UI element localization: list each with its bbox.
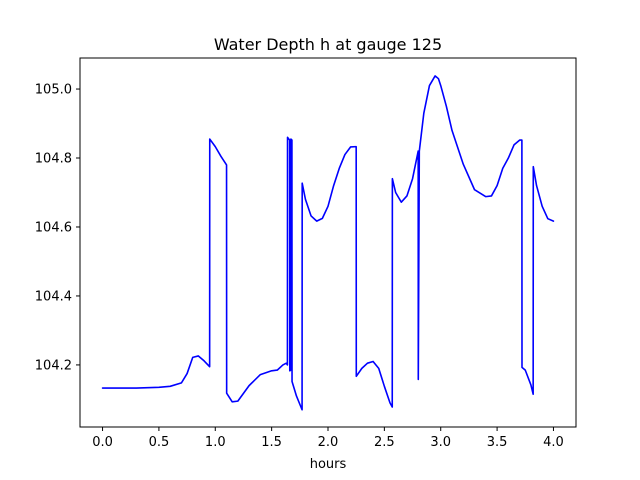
- x-tick-label: 3.5: [487, 435, 508, 450]
- x-tick-label: 4.0: [543, 435, 564, 450]
- x-tick-label: 2.0: [318, 435, 339, 450]
- x-axis-label: hours: [310, 457, 347, 472]
- plot-area: [101, 75, 555, 411]
- x-tick-label: 2.5: [374, 435, 395, 450]
- x-tick-label: 1.0: [205, 435, 226, 450]
- x-tick-label: 3.0: [430, 435, 451, 450]
- y-tick-label: 105.0: [35, 83, 72, 98]
- y-tick-label: 104.8: [35, 152, 72, 167]
- y-tick-label: 104.2: [35, 358, 72, 373]
- x-tick-label: 0.5: [149, 435, 170, 450]
- x-tick-label: 0.0: [92, 435, 113, 450]
- y-tick-label: 104.6: [35, 220, 72, 235]
- x-axis: 0.0 0.5 1.0 1.5 2.0 2.5 3.0 3.5 4.0: [92, 427, 564, 450]
- x-tick-label: 1.5: [261, 435, 282, 450]
- y-tick-label: 104.4: [35, 289, 72, 304]
- y-axis: 104.2 104.4 104.6 104.8 105.0: [35, 83, 80, 373]
- series-line-0: [101, 75, 555, 411]
- chart-title: Water Depth h at gauge 125: [214, 35, 442, 54]
